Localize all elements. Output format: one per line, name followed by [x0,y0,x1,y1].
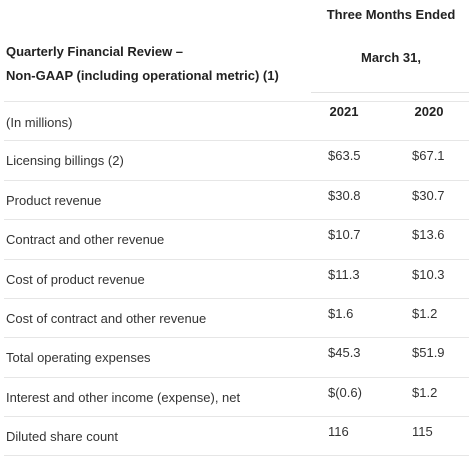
period-header: Three Months Ended [326,7,456,22]
value-2020: $51.9 [412,345,445,361]
table-row: Cost of product revenue $11.3 $10.3 [4,258,469,298]
value-2020: $67.1 [412,148,445,164]
table-row: Cost of contract and other revenue $1.6 … [4,297,469,337]
financial-table: (In millions) Licensing billings (2) $63… [4,101,469,456]
row-label: Diluted share count [6,429,119,445]
row-label: Cost of contract and other revenue [6,310,207,326]
table-row: Total operating expenses $45.3 $51.9 [4,337,469,376]
table-row: Contract and other revenue $10.7 $13.6 [4,219,469,258]
value-2020: $1.2 [412,305,438,321]
value-2020: $1.2 [412,384,438,400]
table-row: Licensing billings (2) $63.5 $67.1 [4,140,469,179]
table-title: Quarterly Financial Review – Non-GAAP (i… [6,40,316,88]
value-2021: $(0.6) [328,384,362,400]
value-2021: $45.3 [328,345,361,361]
period-date: March 31, [361,50,421,65]
table-row-units: (In millions) [4,101,469,140]
value-2021: $11.3 [328,266,360,282]
value-2020: $30.7 [412,187,445,203]
value-2021: 116 [328,424,349,440]
table-title-line-1: Quarterly Financial Review – [6,44,184,59]
value-2021: $30.8 [328,187,361,203]
value-2021: $63.5 [328,148,361,164]
units-label: (In millions) [6,115,73,130]
header-divider [311,92,469,93]
value-2020: $10.3 [412,266,445,282]
row-label: Product revenue [6,192,102,208]
value-2021: $10.7 [328,227,361,243]
row-label: Cost of product revenue [6,271,145,287]
column-header-2021: 2021 [329,104,359,119]
table-title-line-2: Non-GAAP (including operational metric) … [6,68,279,83]
table-row: Interest and other income (expense), net… [4,376,469,416]
table-row: Product revenue $30.8 $30.7 [4,179,469,219]
value-2020: 115 [412,424,433,440]
row-label: Contract and other revenue [6,232,165,248]
row-label: Licensing billings (2) [6,153,124,169]
row-label: Interest and other income (expense), net [6,389,241,405]
row-label: Total operating expenses [6,350,151,366]
table-row: Diluted share count 116 115 [4,416,469,456]
value-2021: $1.6 [328,305,354,321]
value-2020: $13.6 [412,227,445,243]
column-header-2020: 2020 [414,104,444,119]
